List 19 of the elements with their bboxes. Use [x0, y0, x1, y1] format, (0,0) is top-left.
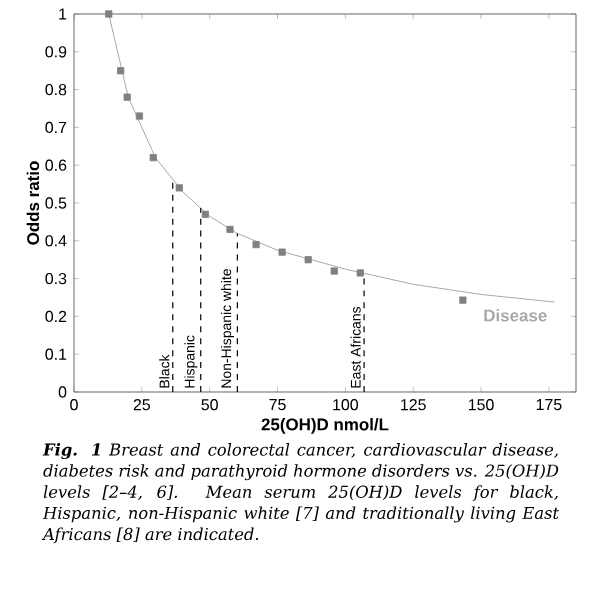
point [135, 112, 143, 120]
point [149, 154, 157, 162]
point [226, 225, 234, 234]
y-axis-title: Odds ratio [26, 161, 40, 245]
point [252, 240, 260, 249]
point [123, 93, 131, 101]
point [304, 256, 312, 264]
series-label: Disease [484, 309, 547, 322]
point [175, 184, 183, 192]
line-series [108, 13, 555, 303]
point [201, 210, 209, 218]
point [356, 269, 364, 277]
point [105, 10, 113, 18]
text: Fig. 1 Breast and colorectal cancer, cardiovascular disease, diabetes risk and parathyroid hormone disorders vs. 25(OH)D levels [2–4, 6]. Mean serum 25(OH)D levels for black, Hispanic, non-Hispanic white [7] and traditionally living East Africans [8] are indicated. [41, 443, 560, 544]
point [330, 267, 338, 275]
point [117, 67, 125, 75]
point [278, 248, 286, 256]
point [459, 296, 467, 304]
x-axis-title: 25(OH)D nmol/L [261, 417, 389, 434]
